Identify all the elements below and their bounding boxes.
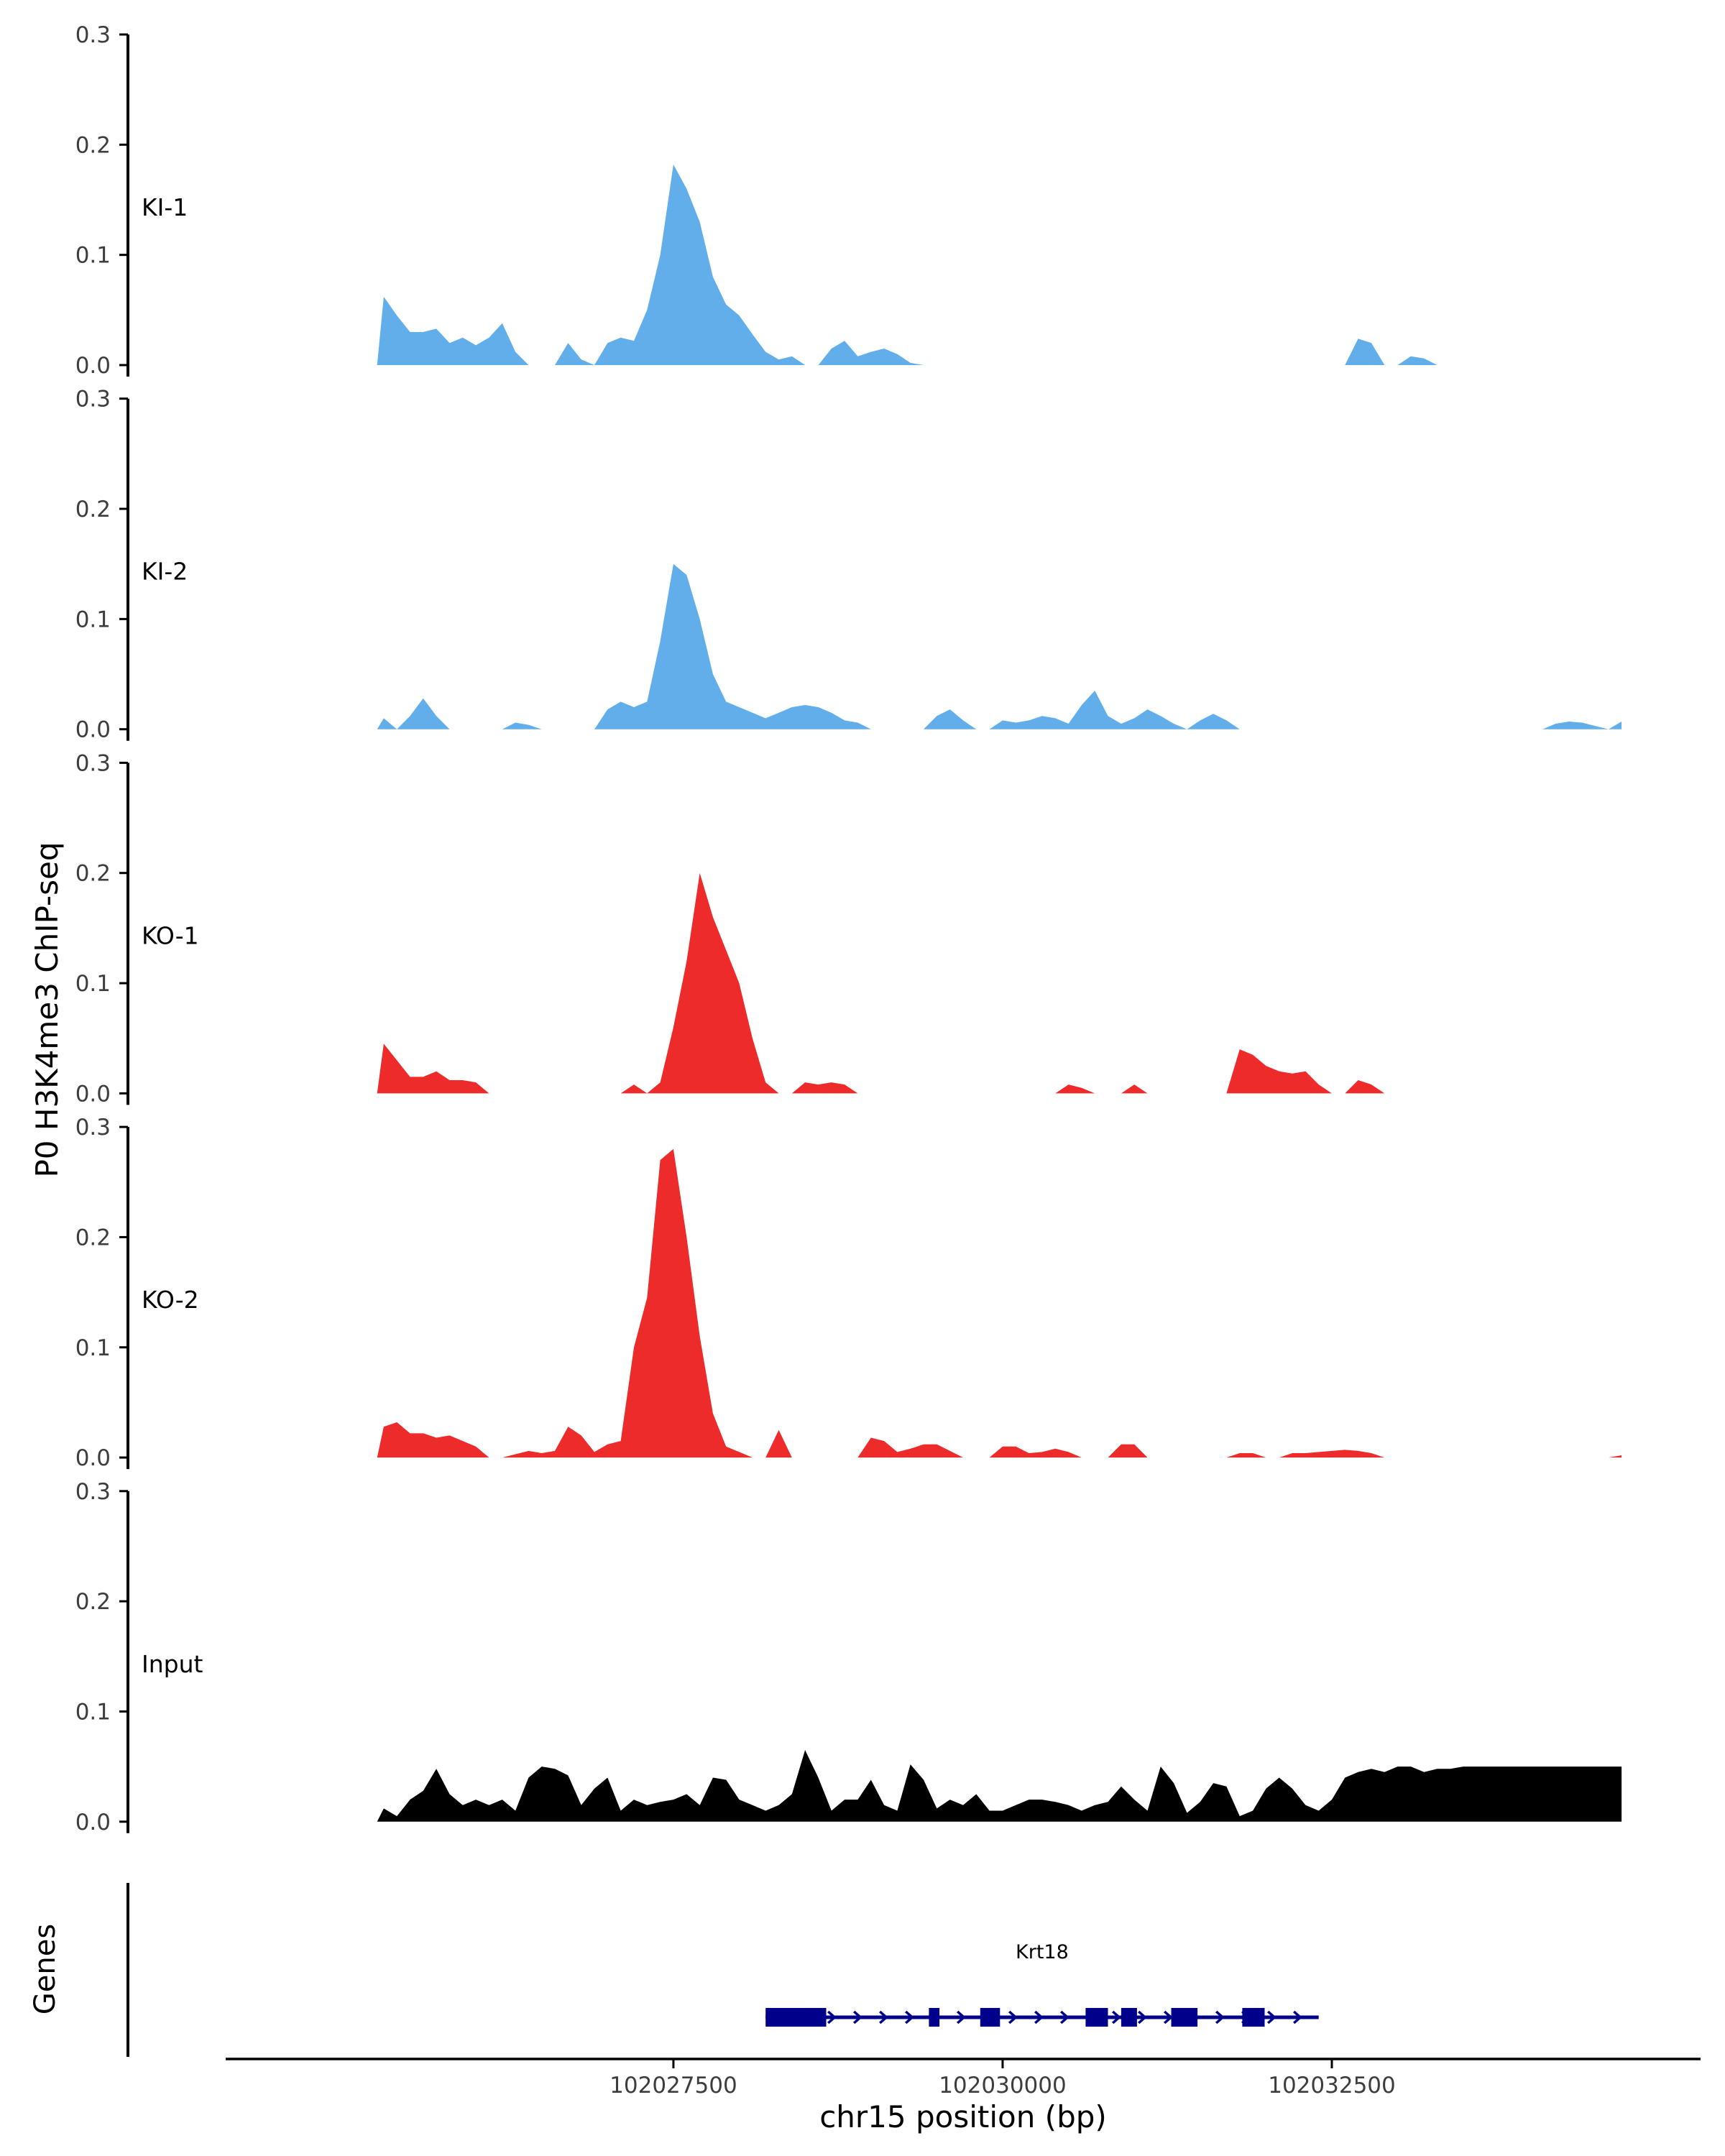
panel-ko-2: 0.0 0.1 0.2 0.3 KO-2: [75, 1115, 1622, 1471]
strand-arrow: [1293, 2010, 1302, 2024]
strand-arrow: [1060, 2010, 1070, 2024]
strand-arrow: [1034, 2010, 1044, 2024]
y-tick-label-input: 0.2: [75, 1589, 111, 1615]
y-tick-label-input: 0.3: [75, 1479, 111, 1505]
exon: [1242, 2008, 1265, 2027]
x-axis: chr15 position (bp) 102027500 102030000 10…: [226, 2058, 1701, 2134]
gene-track-title: Genes: [29, 1924, 62, 2014]
x-axis-title: chr15 position (bp): [819, 2099, 1107, 2134]
panel-ko-1: 0.0 0.1 0.2 0.3 KO-1: [75, 750, 1425, 1107]
y-tick-label-ko-1: 0.0: [75, 1081, 111, 1107]
y-tick-label-ki-1: 0.0: [75, 353, 111, 379]
exon: [1085, 2008, 1108, 2027]
x-tick-label: 102027500: [610, 2073, 737, 2099]
y-tick-label-input: 0.1: [75, 1699, 111, 1725]
x-tick-label: 102030000: [939, 2073, 1067, 2099]
y-tick-label-ko-2: 0.1: [75, 1335, 111, 1361]
strand-arrow: [1267, 2010, 1276, 2024]
y-tick-label-ko-1: 0.1: [75, 971, 111, 997]
tracks-area: 0.00.10.20.3KI-10.00.10.20.3KI-20.00.10.…: [75, 22, 1622, 1835]
track-label-ko-1: KO-1: [142, 921, 199, 949]
strand-arrow: [957, 2010, 966, 2024]
y-tick-label-ki-2: 0.0: [75, 717, 111, 743]
x-tick-label: 102032500: [1268, 2073, 1396, 2099]
gene-label: Krt18: [1016, 1941, 1069, 1963]
strand-arrow: [1112, 2010, 1121, 2024]
track-label-ki-2: KI-2: [142, 558, 188, 586]
exon: [765, 2008, 827, 2027]
y-tick-label-ki-1: 0.1: [75, 243, 111, 269]
y-tick-label-ko-2: 0.0: [75, 1445, 111, 1471]
strand-arrow: [853, 2010, 862, 2024]
exon: [1121, 2008, 1137, 2027]
strand-arrow: [1008, 2010, 1018, 2024]
track-label-ki-1: KI-1: [142, 193, 188, 221]
y-tick-label-ki-2: 0.1: [75, 607, 111, 632]
area-input: [377, 1750, 1622, 1822]
track-label-input: Input: [142, 1650, 203, 1678]
panel-ki-1: 0.0 0.1 0.2 0.3 KI-1: [75, 22, 1464, 379]
strand-arrow: [1215, 2010, 1225, 2024]
y-tick-label-ki-1: 0.2: [75, 132, 111, 158]
y-tick-label-ko-2: 0.3: [75, 1115, 111, 1141]
strand-arrow: [1164, 2010, 1173, 2024]
area-ko-1: [377, 872, 1425, 1094]
y-tick-label-ki-2: 0.3: [75, 387, 111, 413]
gene-track: Genes Krt18: [29, 1883, 1319, 2057]
exon: [1171, 2008, 1198, 2027]
exon: [929, 2008, 940, 2027]
track-label-ko-2: KO-2: [142, 1286, 199, 1314]
panel-ki-2: 0.0 0.1 0.2 0.3 KI-2: [75, 387, 1622, 743]
strand-arrow: [905, 2010, 914, 2024]
y-tick-label-ko-1: 0.3: [75, 750, 111, 776]
area-ki-1: [377, 164, 1464, 365]
y-tick-label-ko-1: 0.2: [75, 861, 111, 887]
panel-input: 0.0 0.1 0.2 0.3 Input: [75, 1479, 1622, 1835]
area-ki-2: [377, 563, 1622, 729]
strand-arrow: [1138, 2010, 1147, 2024]
area-ko-2: [377, 1148, 1622, 1458]
y-tick-label-ki-1: 0.3: [75, 22, 111, 48]
strand-arrow: [827, 2010, 837, 2024]
y-tick-label-input: 0.0: [75, 1810, 111, 1835]
y-tick-label-ko-2: 0.2: [75, 1225, 111, 1250]
y-axis-title: P0 H3K4me3 ChIP-seq: [29, 842, 65, 1177]
y-tick-label-ki-2: 0.2: [75, 497, 111, 522]
gene-model: [765, 2008, 1319, 2027]
exon: [980, 2008, 1000, 2027]
strand-arrow: [879, 2010, 888, 2024]
